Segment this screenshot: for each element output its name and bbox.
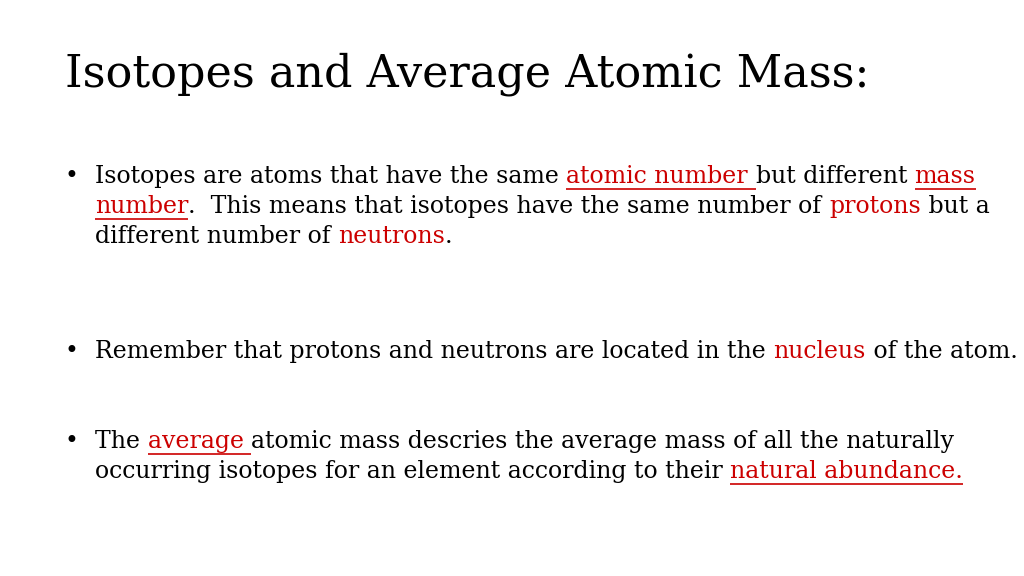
- Text: .: .: [444, 225, 453, 248]
- Text: occurring isotopes for an element according to their: occurring isotopes for an element accord…: [95, 460, 730, 483]
- Text: nucleus: nucleus: [773, 340, 865, 363]
- Text: atomic mass descries the average mass of all the naturally: atomic mass descries the average mass of…: [251, 430, 954, 453]
- Text: Isotopes and Average Atomic Mass:: Isotopes and Average Atomic Mass:: [65, 52, 869, 96]
- Text: .  This means that isotopes have the same number of: . This means that isotopes have the same…: [188, 195, 828, 218]
- Text: protons: protons: [828, 195, 921, 218]
- Text: neutrons: neutrons: [338, 225, 444, 248]
- Text: •: •: [65, 430, 79, 453]
- Text: but a: but a: [921, 195, 989, 218]
- Text: of the atom.: of the atom.: [865, 340, 1018, 363]
- Text: but different: but different: [756, 165, 914, 188]
- Text: different number of: different number of: [95, 225, 338, 248]
- Text: Remember that protons and neutrons are located in the: Remember that protons and neutrons are l…: [95, 340, 773, 363]
- Text: natural abundance.: natural abundance.: [730, 460, 964, 483]
- Text: atomic number: atomic number: [566, 165, 756, 188]
- Text: •: •: [65, 165, 79, 188]
- Text: average: average: [147, 430, 251, 453]
- Text: mass: mass: [914, 165, 976, 188]
- Text: number: number: [95, 195, 188, 218]
- Text: Isotopes are atoms that have the same: Isotopes are atoms that have the same: [95, 165, 566, 188]
- Text: The: The: [95, 430, 147, 453]
- Text: •: •: [65, 340, 79, 363]
